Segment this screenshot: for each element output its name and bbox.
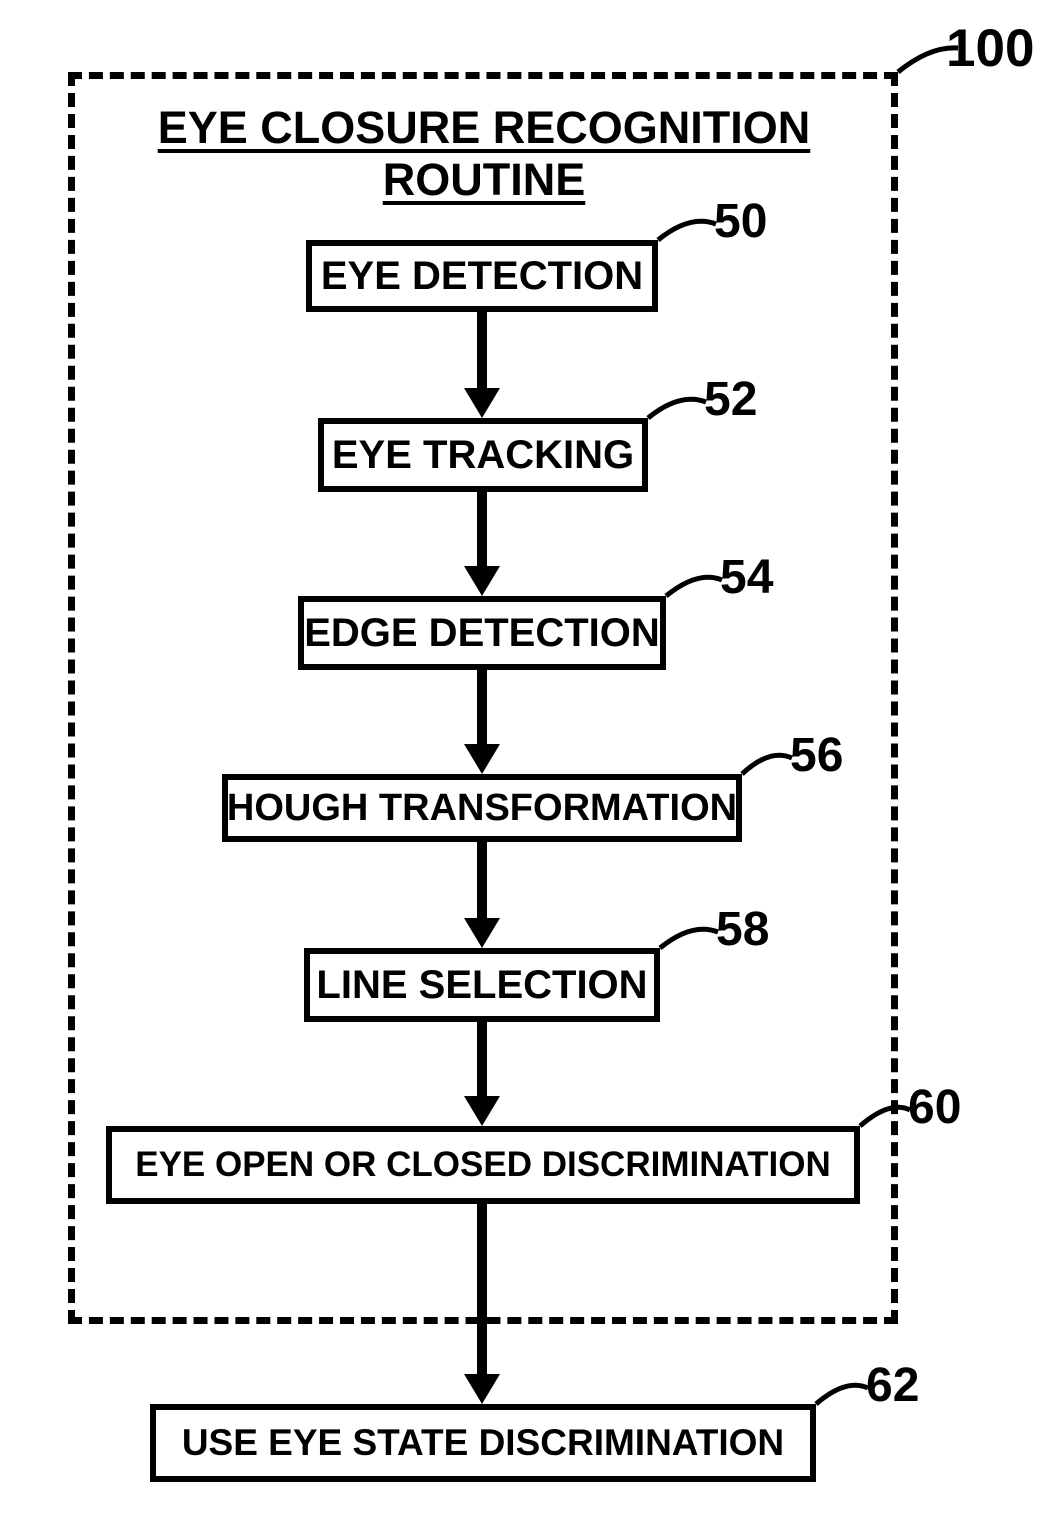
edge-50-52-head	[464, 388, 500, 418]
edge-60-62-shaft	[477, 1204, 487, 1374]
step-label: USE EYE STATE DISCRIMINATION	[182, 1422, 784, 1464]
ref-label-54: 54	[720, 550, 773, 605]
edge-54-56-shaft	[477, 670, 487, 744]
ref-label-100: 100	[946, 18, 1034, 79]
step-label: EYE OPEN OR CLOSED DISCRIMINATION	[135, 1145, 831, 1185]
step-eye-detection: EYE DETECTION	[306, 240, 658, 312]
ref-label-58: 58	[716, 902, 769, 957]
edge-56-58-head	[464, 918, 500, 948]
edge-52-54-head	[464, 566, 500, 596]
ref-label-52: 52	[704, 372, 757, 427]
step-use-eye-state-discrimination: USE EYE STATE DISCRIMINATION	[150, 1404, 816, 1482]
flowchart-canvas: 100 EYE CLOSURE RECOGNITION ROUTINE EYE …	[0, 0, 1050, 1522]
edge-56-58-shaft	[477, 842, 487, 918]
ref-label-56: 56	[790, 728, 843, 783]
step-line-selection: LINE SELECTION	[304, 948, 660, 1022]
routine-title: EYE CLOSURE RECOGNITION ROUTINE	[124, 102, 844, 206]
step-hough-transformation: HOUGH TRANSFORMATION	[222, 774, 742, 842]
edge-58-60-head	[464, 1096, 500, 1126]
edge-52-54-shaft	[477, 492, 487, 566]
edge-54-56-head	[464, 744, 500, 774]
ref-label-62: 62	[866, 1358, 919, 1413]
ref-label-60: 60	[908, 1080, 961, 1135]
step-open-closed-discrimination: EYE OPEN OR CLOSED DISCRIMINATION	[106, 1126, 860, 1204]
step-eye-tracking: EYE TRACKING	[318, 418, 648, 492]
step-label: EDGE DETECTION	[304, 611, 660, 656]
step-label: EYE DETECTION	[321, 254, 643, 299]
ref-label-50: 50	[714, 194, 767, 249]
step-label: LINE SELECTION	[316, 963, 647, 1008]
step-label: EYE TRACKING	[332, 433, 634, 478]
step-edge-detection: EDGE DETECTION	[298, 596, 666, 670]
edge-60-62-head	[464, 1374, 500, 1404]
edge-50-52-shaft	[477, 312, 487, 388]
step-label: HOUGH TRANSFORMATION	[227, 787, 737, 830]
edge-58-60-shaft	[477, 1022, 487, 1096]
